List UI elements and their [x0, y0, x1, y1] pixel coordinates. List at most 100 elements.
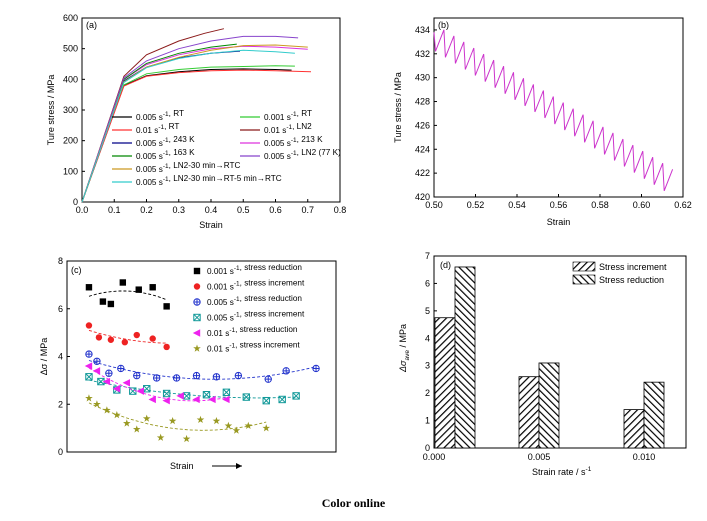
y-tick-label: 434	[415, 25, 430, 35]
x-tick-label: 0.005	[528, 452, 551, 462]
series-line	[81, 68, 292, 203]
series-line	[81, 69, 312, 203]
data-point	[136, 387, 144, 395]
x-tick-label: 0.010	[633, 452, 656, 462]
legend-label: 0.01 s-1, LN2	[264, 122, 312, 135]
data-point	[193, 267, 201, 275]
data-point	[192, 371, 201, 380]
x-tick-label: 0.54	[508, 200, 526, 210]
data-point	[102, 377, 111, 386]
y-tick-label: 2	[425, 388, 430, 398]
legend-label: 0.005 s-1, LN2-30 min→RT-5 min→RTC	[136, 174, 282, 187]
trend-line	[88, 290, 167, 301]
marker-cross	[85, 373, 93, 381]
marker-cross	[93, 358, 101, 365]
x-axis-label: Strain	[547, 217, 571, 227]
y-axis-label: Δσave / MPa	[398, 324, 411, 373]
legend-label: 0.001 s-1, stress reduction	[207, 263, 302, 276]
panel-a: 0.0 0.1 0.2 0.3 0.4 0.5 0.6 0.7 0.8 0 100 200 300 400…	[46, 13, 346, 230]
marker-box	[162, 389, 171, 398]
x-tick-label: 0.000	[423, 452, 446, 462]
data-point	[234, 371, 243, 380]
marker-cross	[173, 374, 180, 382]
data-point	[93, 357, 101, 365]
marker-cross	[235, 372, 242, 379]
data-point	[182, 434, 191, 443]
panel-d: 0.000 0.005 0.010 0 1 2 3 4 5 6 7 Strain rate / s-1…	[398, 251, 687, 477]
strain-arrowhead	[236, 463, 242, 469]
marker-cross	[213, 373, 220, 380]
plot-frame	[433, 255, 687, 449]
marker-cross	[97, 378, 105, 386]
marker-cross	[292, 392, 300, 400]
y-tick-label: 0	[73, 197, 78, 207]
trend-line	[88, 329, 167, 344]
plot-frame	[66, 260, 337, 453]
legend-label: 0.005 s-1, stress increment	[207, 310, 305, 323]
y-tick-label: 0	[425, 443, 430, 453]
data-point	[193, 283, 201, 290]
series-line	[81, 65, 295, 203]
marker-box	[222, 388, 231, 397]
data-point	[95, 334, 103, 341]
y-tick-label: 400	[63, 74, 78, 84]
data-point	[192, 395, 200, 404]
data-point	[143, 385, 151, 393]
data-point	[142, 414, 151, 422]
y-tick-label: 500	[63, 44, 78, 54]
data-point	[85, 373, 93, 381]
x-tick-label: 0.0	[76, 205, 89, 215]
x-tick-label: 0.6	[269, 205, 282, 215]
data-point	[196, 415, 205, 423]
x-tick-label: 0.5	[237, 205, 250, 215]
data-point	[282, 367, 290, 375]
data-point	[264, 375, 272, 383]
y-tick-label: 7	[425, 251, 430, 261]
data-point	[182, 392, 191, 400]
x-axis-label: Strain	[199, 220, 223, 230]
x-tick-label: 0.50	[425, 200, 443, 210]
x-tick-label: 0.4	[205, 205, 218, 215]
data-point	[212, 416, 221, 425]
legend-label: 0.005 s-1, LN2 (77 K)	[264, 148, 341, 161]
marker-cross	[105, 370, 113, 377]
x-tick-label: 0.52	[467, 200, 485, 210]
marker-box	[292, 392, 300, 400]
data-point	[193, 313, 201, 322]
y-axis-label: Ture stress / MPa	[46, 75, 56, 146]
x-axis-label: Strain	[170, 461, 194, 471]
data-point	[244, 421, 253, 429]
marker-cross	[193, 298, 201, 306]
y-tick-label: 426	[415, 120, 430, 130]
data-point	[85, 350, 93, 358]
legend-label: 0.005 s-1, 163 K	[136, 148, 195, 161]
bar	[434, 317, 456, 449]
marker-box	[85, 373, 93, 381]
data-point	[262, 396, 270, 405]
y-tick-label: 6	[425, 278, 430, 288]
data-point	[112, 385, 121, 393]
data-point	[163, 303, 170, 310]
y-tick-label: 2	[58, 399, 63, 409]
bar	[518, 376, 540, 449]
series-line	[433, 29, 674, 191]
y-tick-label: 430	[415, 73, 430, 83]
data-point	[212, 373, 221, 381]
marker-cross	[242, 393, 250, 401]
y-tick-label: 428	[415, 97, 430, 107]
series-line	[81, 44, 308, 203]
y-tick-label: 200	[63, 136, 78, 146]
marker-box	[193, 313, 201, 322]
data-point	[168, 416, 177, 425]
panel-label: (d)	[440, 260, 451, 270]
plot-frame	[433, 17, 684, 198]
panel-c: 0 2 4 6 8 Δσ / MPa (c) Strain 0.001 s-1, stress …	[39, 256, 337, 471]
y-tick-label: 424	[415, 144, 430, 154]
data-point	[132, 425, 141, 433]
data-point	[156, 433, 165, 441]
marker-cross	[282, 367, 290, 375]
data-point	[192, 329, 201, 337]
panel-b: 0.50 0.52 0.54 0.56 0.58 0.60 0.62 420 422 424 426…	[393, 17, 692, 227]
data-point	[135, 286, 142, 293]
marker-box	[262, 396, 270, 405]
